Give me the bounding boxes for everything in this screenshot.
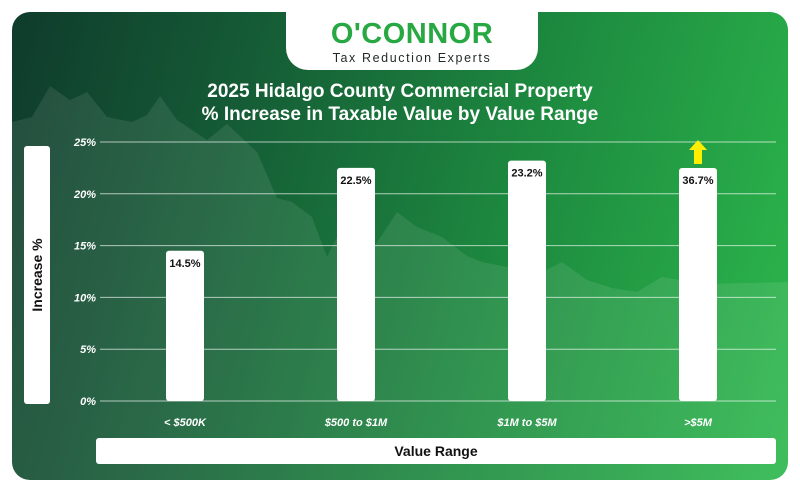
x-tick-label: $500 to $1M [324, 417, 388, 429]
chart-title-line1: 2025 Hidalgo County Commercial Property [207, 81, 593, 102]
data-label: 36.7% [682, 175, 713, 187]
background-mountain [12, 86, 788, 480]
y-axis-label-box [24, 146, 50, 404]
logo-tagline: Tax Reduction Experts [332, 51, 492, 65]
bar [508, 160, 546, 401]
bar [679, 168, 717, 401]
x-tick-label: $1M to $5M [496, 417, 557, 429]
y-tick-label: 20% [73, 189, 96, 201]
y-tick-label: 0% [80, 396, 96, 408]
data-label: 14.5% [169, 258, 200, 270]
bar [166, 250, 204, 401]
overflow-arrow-icon [689, 140, 707, 164]
chart-title: 2025 Hidalgo County Commercial Property … [0, 80, 800, 126]
logo-tab: O'CONNOR Tax Reduction Experts [286, 12, 538, 70]
data-label: 22.5% [340, 175, 371, 187]
y-tick-label: 15% [74, 241, 96, 253]
chart-title-line2: % Increase in Taxable Value by Value Ran… [201, 104, 599, 125]
x-axis-label: Value Range [394, 443, 478, 459]
data-label: 23.2% [511, 168, 542, 180]
x-tick-label: >$5M [684, 417, 713, 429]
y-tick-label: 5% [80, 344, 96, 356]
logo-wordmark: O'CONNOR [330, 18, 494, 50]
x-axis-label-box [96, 438, 776, 464]
x-tick-label: < $500K [164, 417, 207, 429]
y-tick-label: 25% [73, 137, 96, 149]
y-tick-label: 10% [74, 292, 96, 304]
bar [337, 167, 375, 401]
